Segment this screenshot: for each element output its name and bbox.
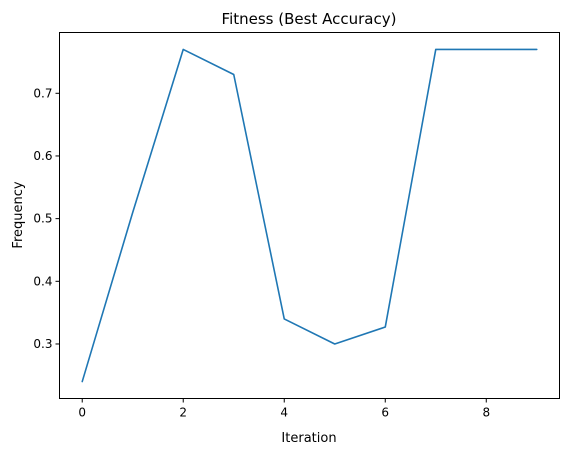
y-axis-label: Frequency [11,181,26,248]
series-layer [81,48,538,383]
x-axis-label: Iteration [281,431,336,446]
x-tick-label: 2 [179,406,187,420]
x-tick-label: 0 [78,406,86,420]
chart-title: Fitness (Best Accuracy) [222,10,397,28]
y-tick-label: 0.5 [33,212,52,226]
y-tick-label: 0.6 [33,149,52,163]
y-tick-label: 0.3 [33,337,52,351]
x-tick-label: 8 [482,406,490,420]
y-tick-label: 0.7 [33,86,52,100]
y-axis: 0.3 0.4 0.5 0.6 0.7 [33,86,60,351]
x-tick-label: 4 [280,406,288,420]
y-tick-label: 0.4 [33,274,52,288]
x-axis: 0 2 4 6 8 [78,398,490,420]
series-line [81,48,538,383]
x-tick-label: 6 [381,406,389,420]
plot-area: 0 2 4 6 8 0.3 0.4 0.5 0.6 0.7 [33,32,560,420]
plot-frame [59,32,560,399]
